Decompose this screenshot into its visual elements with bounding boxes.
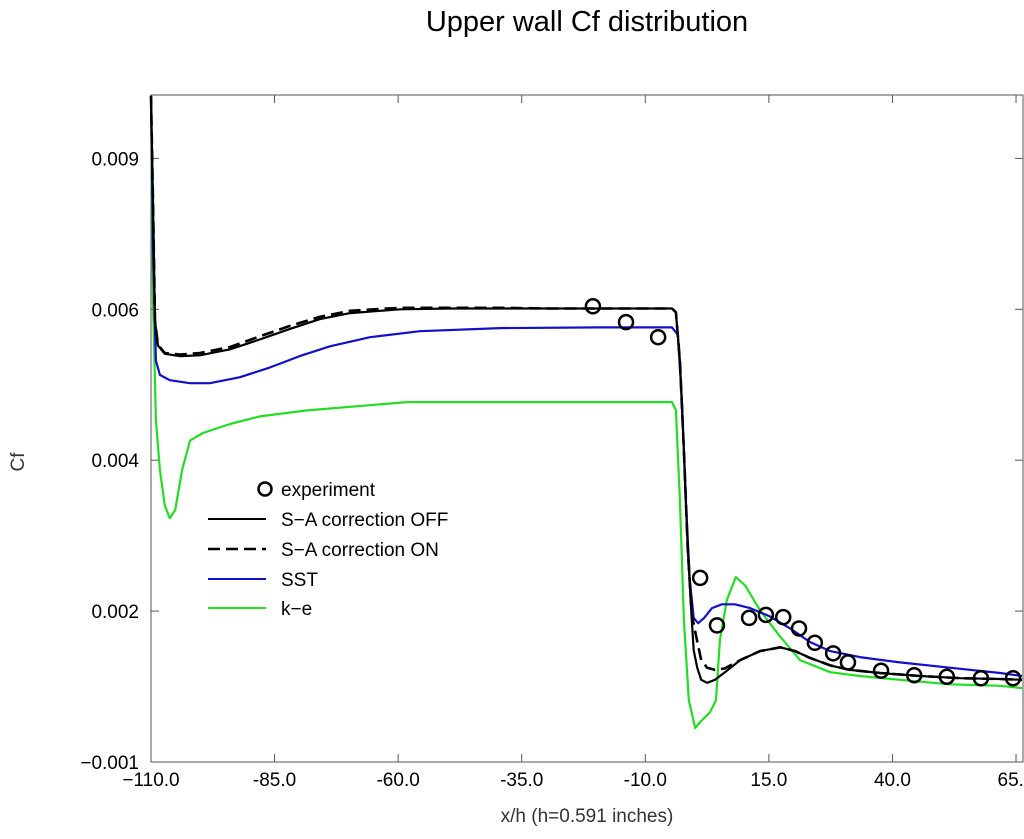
legend-label-sa-on: S−A correction ON [281,540,439,561]
x-tick-label: 15.0 [750,770,787,791]
experiment-point [905,666,923,684]
experiment-point [1004,669,1022,687]
experiment-point [774,608,792,626]
experiment-point [824,645,842,662]
x-tick-label: -35.0 [500,770,543,791]
x-tick-label: -10.0 [624,770,667,791]
chart-title: Upper wall Cf distribution [426,6,748,38]
series-line-4 [149,95,1023,730]
experiment-point [691,569,709,587]
x-tick-label: 65.0 [998,770,1024,791]
y-tick-label: −0.001 [80,753,139,774]
experiment-point [708,617,726,634]
plot-frame [150,94,1024,763]
experiment-point [972,669,990,687]
series-line-1 [149,95,1023,684]
x-axis-label: x/h (h=0.591 inches) [501,806,674,827]
y-axis-label: Cf [8,452,29,472]
legend-marker-experiment [257,481,273,497]
experiment-point [757,606,775,624]
experiment-point [617,313,635,331]
legend: experiment S−A correction OFF S−A correc… [208,480,448,620]
experiment-point [806,634,824,652]
y-tick-label: 0.006 [91,300,139,321]
x-tick-label: -60.0 [376,770,419,791]
y-tick-label: 0.009 [91,149,139,170]
experiment-point [872,662,890,679]
y-tick-label: 0.002 [91,602,139,623]
legend-label-ke: k−e [281,599,312,620]
x-tick-label: -85.0 [253,770,296,791]
legend-label-sa-off: S−A correction OFF [281,510,448,531]
x-tick-label: 40.0 [874,770,911,791]
experiment-point [584,298,602,315]
experiment-point [839,654,857,671]
experiment-point [649,328,667,346]
legend-label-sst: SST [281,570,318,591]
legend-label-experiment: experiment [281,480,376,501]
axis-ticks: −110.0 -85.0 -60.0 -35.0 -10.0 15.0 40.0 65.0 −0… [80,95,1024,791]
series-layer [149,95,1023,730]
x-tick-label: −110.0 [122,770,179,791]
y-tick-label: 0.004 [91,451,139,472]
series-line-2 [149,95,1023,682]
experiment-point [938,668,956,685]
experiment-point [790,620,808,637]
experiment-point [740,609,758,627]
